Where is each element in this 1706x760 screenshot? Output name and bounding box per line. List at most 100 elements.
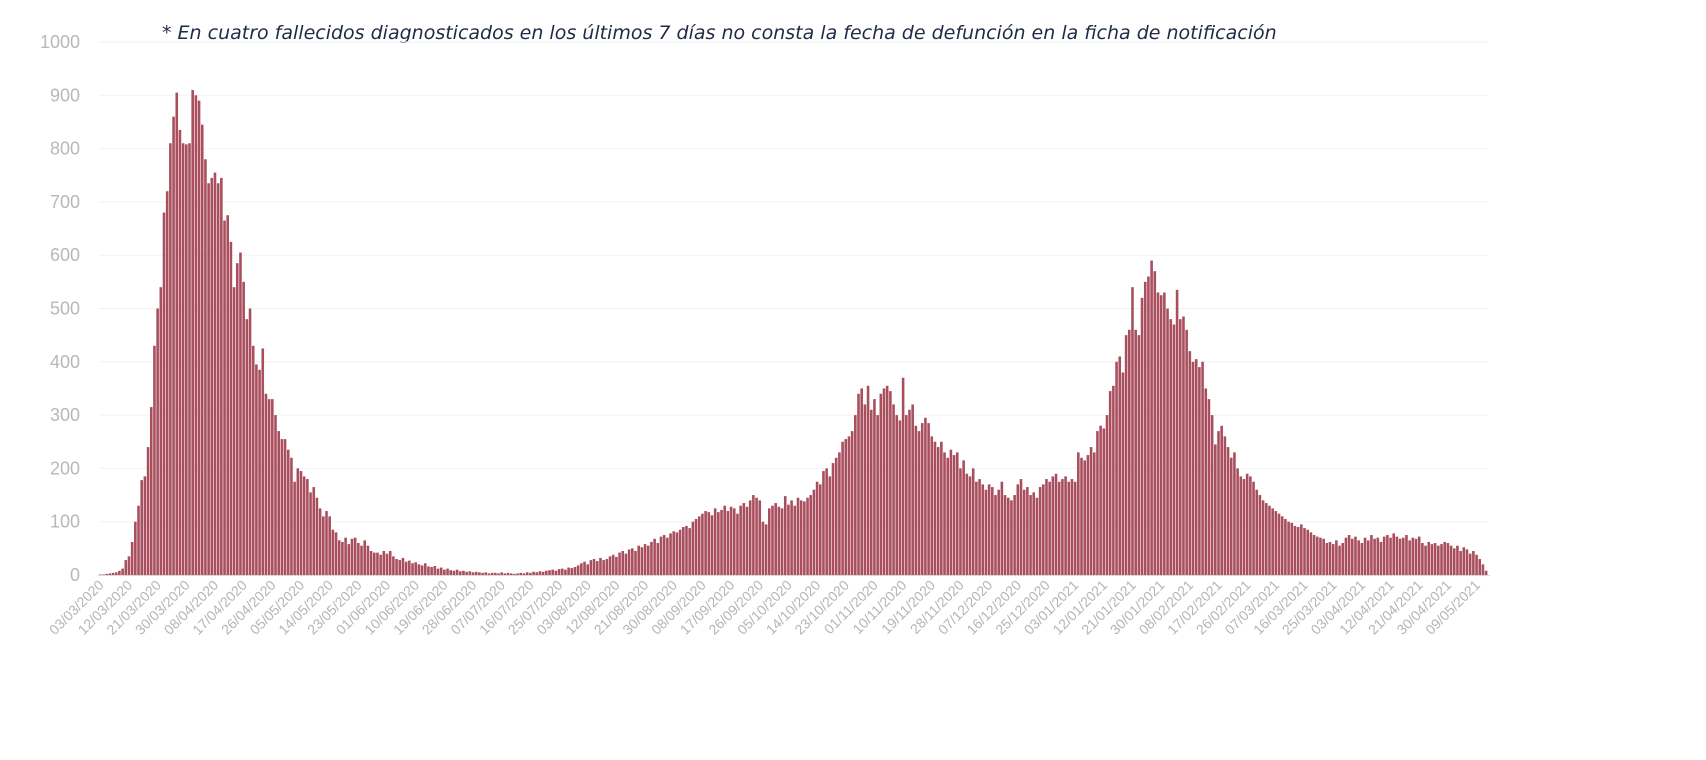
bar: [869, 409, 873, 575]
bar: [631, 548, 634, 575]
bar: [1449, 545, 1453, 575]
bar: [905, 415, 908, 575]
bar: [519, 572, 523, 575]
bar: [1163, 292, 1166, 575]
bar: [1220, 425, 1223, 575]
bar: [277, 431, 280, 575]
bar: [1376, 537, 1380, 575]
bar: [1172, 324, 1176, 575]
bar: [1150, 260, 1153, 575]
bar: [946, 457, 950, 575]
bar: [1274, 511, 1278, 575]
bar: [745, 506, 749, 575]
bar: [1029, 495, 1032, 575]
bar: [325, 511, 328, 575]
bar: [924, 417, 927, 575]
bar: [586, 564, 590, 575]
bar: [1128, 329, 1131, 575]
bar: [796, 497, 800, 575]
bar: [1249, 476, 1252, 575]
bar: [293, 481, 296, 575]
bar: [118, 570, 121, 575]
bar: [1006, 497, 1010, 575]
bar: [1204, 388, 1208, 575]
bar: [525, 572, 529, 575]
bar: [567, 567, 570, 575]
bar: [1061, 479, 1064, 575]
bar: [1137, 335, 1141, 575]
bar: [959, 468, 962, 575]
bar: [857, 393, 860, 575]
bar: [1175, 289, 1179, 575]
y-tick-label: 300: [50, 405, 80, 425]
bar: [1315, 536, 1319, 575]
bar: [360, 545, 363, 575]
bar: [675, 532, 679, 575]
y-tick-label: 1000: [40, 32, 80, 52]
bar: [309, 492, 312, 575]
bar: [427, 566, 430, 575]
bar: [882, 388, 886, 575]
bar: [1478, 559, 1482, 575]
bar: [471, 572, 475, 575]
bar: [140, 480, 144, 575]
bar: [299, 471, 303, 575]
bar: [605, 559, 609, 575]
bar: [1077, 452, 1080, 575]
bar: [137, 505, 140, 575]
bar: [691, 521, 695, 575]
bar: [1366, 540, 1370, 575]
bar: [302, 476, 306, 575]
bar: [162, 212, 166, 575]
bar: [1080, 457, 1083, 575]
bar: [1032, 492, 1036, 575]
bar: [710, 515, 714, 575]
bar: [408, 560, 411, 575]
bar: [621, 551, 625, 575]
bar: [1430, 544, 1434, 575]
gridlines: [99, 41, 1488, 523]
bar: [114, 572, 118, 575]
bar: [994, 495, 997, 575]
bar: [484, 572, 488, 575]
bar: [1201, 361, 1204, 575]
bar: [213, 172, 217, 575]
bar: [777, 506, 781, 575]
bar: [1347, 535, 1351, 575]
bar: [1344, 537, 1348, 575]
bar: [328, 516, 331, 575]
bar: [1239, 476, 1243, 575]
bar: [149, 407, 153, 575]
bar: [1459, 551, 1462, 575]
bar: [599, 557, 602, 575]
bar: [564, 569, 567, 575]
bar: [694, 519, 698, 575]
bar: [255, 364, 258, 575]
bar: [1038, 487, 1042, 575]
bar: [1484, 570, 1488, 575]
bar: [732, 508, 736, 576]
bar: [372, 552, 376, 575]
bar: [474, 571, 478, 575]
bar: [790, 500, 793, 575]
bar: [653, 538, 656, 575]
bar: [736, 513, 739, 575]
bar: [1064, 476, 1067, 575]
bar: [1057, 481, 1061, 575]
bar: [258, 369, 261, 575]
bar: [423, 563, 427, 575]
bar: [1284, 519, 1287, 575]
bar: [573, 567, 577, 575]
bar: [535, 572, 539, 575]
bar: [1405, 535, 1408, 575]
bar: [226, 215, 230, 575]
bar: [264, 393, 268, 575]
bar: [1108, 391, 1112, 575]
bar: [892, 404, 895, 575]
bar: [991, 487, 994, 575]
bar: [987, 484, 991, 575]
bar: [290, 457, 293, 575]
bar: [1280, 516, 1284, 575]
bar: [1207, 399, 1211, 575]
bar: [487, 573, 491, 575]
